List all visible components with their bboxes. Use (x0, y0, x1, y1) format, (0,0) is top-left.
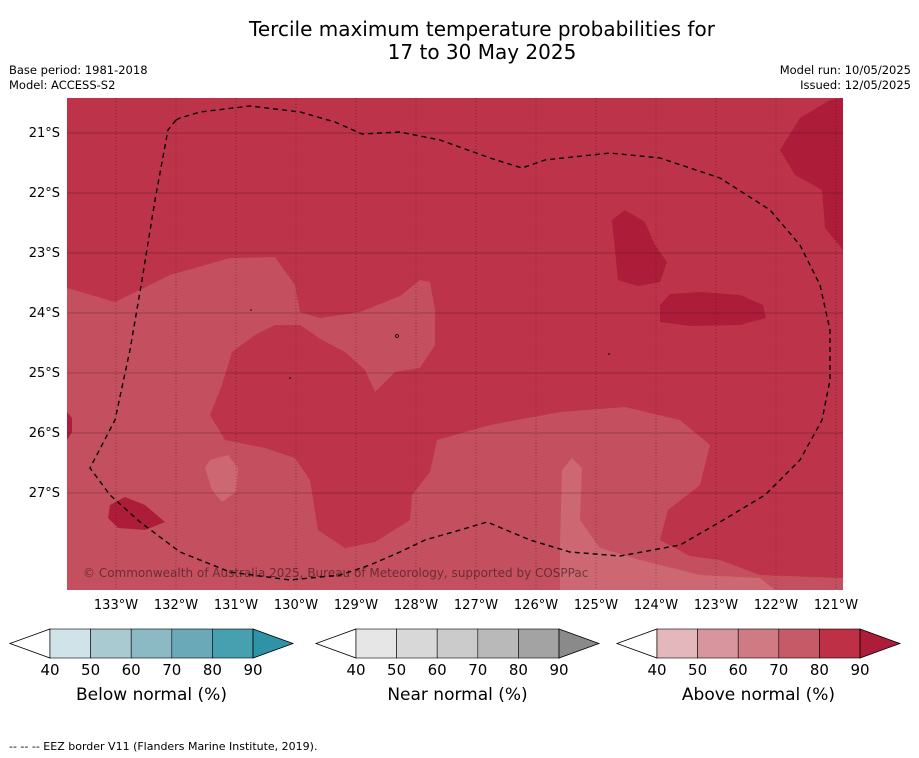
island-marker (608, 353, 610, 355)
above-normal-colorbar-segment (737, 628, 780, 659)
island-marker (395, 334, 399, 338)
near-normal-extend-high (558, 628, 601, 659)
near-normal-tick-label: 70 (468, 661, 488, 679)
meta-left: Base period: 1981-2018 Model: ACCESS-S2 (9, 63, 148, 93)
near-normal-colorbar-segment (436, 628, 479, 659)
map-fill (67, 98, 843, 590)
above-normal-tick-label: 70 (769, 661, 789, 679)
below-normal-colorbar-segment (171, 628, 213, 659)
lon-label: 121°W (813, 598, 859, 613)
above-normal-extend-high (859, 628, 902, 659)
near-normal-colorbar-segment (477, 628, 519, 659)
region-80-90-west-edge (67, 412, 72, 440)
region-70-80-southwest (67, 257, 843, 590)
near-normal-tick-label: 60 (427, 661, 447, 679)
above-normal-legend-title: Above normal (%) (681, 685, 836, 705)
base-period: Base period: 1981-2018 (9, 63, 148, 77)
below-normal-colorbar-segment (130, 628, 173, 659)
issued-date: Issued: 12/05/2025 (800, 78, 911, 92)
below-normal-tick-label: 80 (202, 661, 222, 679)
below-normal-extend-low (8, 628, 51, 659)
lon-label: 133°W (93, 598, 139, 613)
lat-label: 27°S (28, 486, 60, 501)
island-marker (289, 377, 291, 379)
title-line-2: 17 to 30 May 2025 (387, 40, 577, 64)
model-name: Model: ACCESS-S2 (9, 78, 116, 92)
above-normal-colorbar-segment (778, 628, 820, 659)
below-normal-colorbar-segment (49, 628, 91, 659)
lon-label: 130°W (273, 598, 319, 613)
above-normal-tick-label: 60 (728, 661, 748, 679)
region-80-90-east-b (660, 292, 766, 326)
above-normal-tick-label: 80 (809, 661, 829, 679)
page-title: Tercile maximum temperature probabilitie… (0, 18, 919, 64)
footnote: -- -- -- EEZ border V11 (Flanders Marine… (9, 740, 318, 753)
below-normal-tick-label: 90 (243, 661, 263, 679)
lat-label: 25°S (28, 366, 60, 381)
lon-label: 123°W (693, 598, 739, 613)
below-normal-tick-label: 40 (40, 661, 60, 679)
below-normal-colorbar-segment (212, 628, 254, 659)
meta-right: Model run: 10/05/2025 Issued: 12/05/2025 (780, 63, 911, 93)
near-normal-tick-label: 40 (346, 661, 366, 679)
lon-label: 125°W (573, 598, 619, 613)
lon-label: 122°W (753, 598, 799, 613)
eez-border (89, 105, 831, 581)
lat-label: 22°S (28, 186, 60, 201)
lat-label: 23°S (28, 246, 60, 261)
copyright-text: © Commonwealth of Australia 2025, Bureau… (83, 566, 588, 580)
near-normal-tick-label: 90 (549, 661, 569, 679)
region-80-90-southwest (108, 497, 165, 530)
lon-label: 132°W (153, 598, 199, 613)
above-normal-colorbar-segment (656, 628, 698, 659)
near-normal-extend-low (314, 628, 357, 659)
island-marker (250, 309, 252, 311)
below-normal-extend-high (252, 628, 295, 659)
lon-label: 131°W (213, 598, 259, 613)
near-normal-tick-label: 50 (387, 661, 407, 679)
lat-label: 24°S (28, 306, 60, 321)
lat-grid-lines (67, 132, 843, 494)
below-normal-legend-title: Below normal (%) (76, 685, 227, 705)
above-normal-tick-label: 50 (688, 661, 708, 679)
model-run: Model run: 10/05/2025 (779, 63, 911, 77)
region-80-90-northeast (780, 98, 843, 250)
lon-label: 127°W (453, 598, 499, 613)
region-60-70-patch (205, 455, 238, 502)
lat-label: 26°S (28, 426, 60, 441)
above-normal-extend-low (615, 628, 658, 659)
region-60-70-south (560, 458, 775, 590)
below-normal-tick-label: 60 (121, 661, 141, 679)
near-normal-legend-title: Near normal (%) (387, 685, 528, 705)
near-normal-colorbar-segment (518, 628, 560, 659)
region-70-80-center (380, 318, 405, 348)
above-normal-colorbar-segment (697, 628, 739, 659)
grid-lines (115, 98, 837, 590)
above-normal-tick-label: 90 (850, 661, 870, 679)
lon-label: 126°W (513, 598, 559, 613)
colorbars (8, 628, 902, 659)
lon-label: 129°W (333, 598, 379, 613)
lon-label: 124°W (633, 598, 679, 613)
near-normal-tick-label: 80 (508, 661, 528, 679)
below-normal-colorbar-segment (90, 628, 132, 659)
near-normal-colorbar-segment (355, 628, 397, 659)
below-normal-tick-label: 70 (162, 661, 182, 679)
region-80-90-east-a (612, 210, 667, 286)
lon-label: 128°W (393, 598, 439, 613)
near-normal-colorbar-segment (396, 628, 438, 659)
title-line-1: Tercile maximum temperature probabilitie… (249, 17, 715, 41)
above-normal-tick-label: 40 (647, 661, 667, 679)
above-normal-colorbar-segment (819, 628, 861, 659)
lat-label: 21°S (28, 126, 60, 141)
below-normal-tick-label: 50 (81, 661, 101, 679)
